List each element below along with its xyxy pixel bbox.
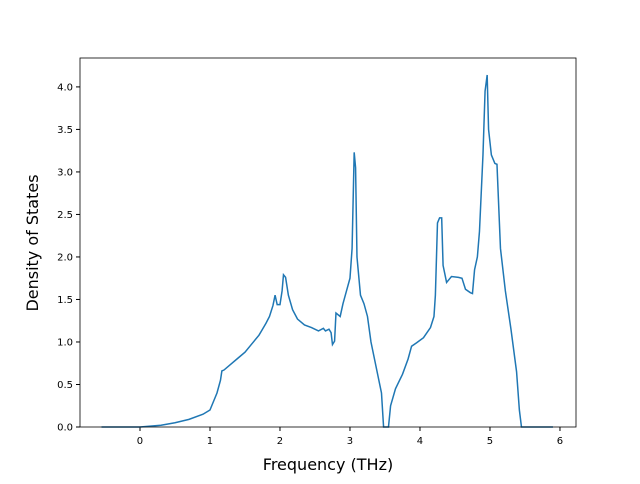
y-axis-label: Density of States	[23, 174, 42, 311]
y-tick-label: 2.0	[57, 252, 73, 263]
x-tick-label: 3	[347, 436, 353, 447]
x-tick-label: 4	[417, 436, 423, 447]
y-tick-label: 3.0	[57, 167, 73, 178]
y-tick-label: 4.0	[57, 82, 73, 93]
y-tick-label: 2.5	[57, 210, 73, 221]
x-tick-label: 1	[207, 436, 213, 447]
axes-frame	[79, 57, 577, 428]
y-tick-label: 3.5	[57, 125, 73, 136]
y-tick-label: 1.5	[57, 295, 73, 306]
y-tick-label: 0.5	[57, 380, 73, 391]
line-series	[101, 74, 553, 428]
x-tick-label: 5	[487, 436, 493, 447]
x-tick-label: 2	[277, 436, 283, 447]
x-tick-label: 0	[137, 436, 143, 447]
y-tick-label: 1.0	[57, 337, 73, 348]
x-axis-label: Frequency (THz)	[263, 455, 393, 474]
y-tick-label: 0.0	[57, 423, 73, 434]
x-tick-label: 6	[557, 436, 563, 447]
